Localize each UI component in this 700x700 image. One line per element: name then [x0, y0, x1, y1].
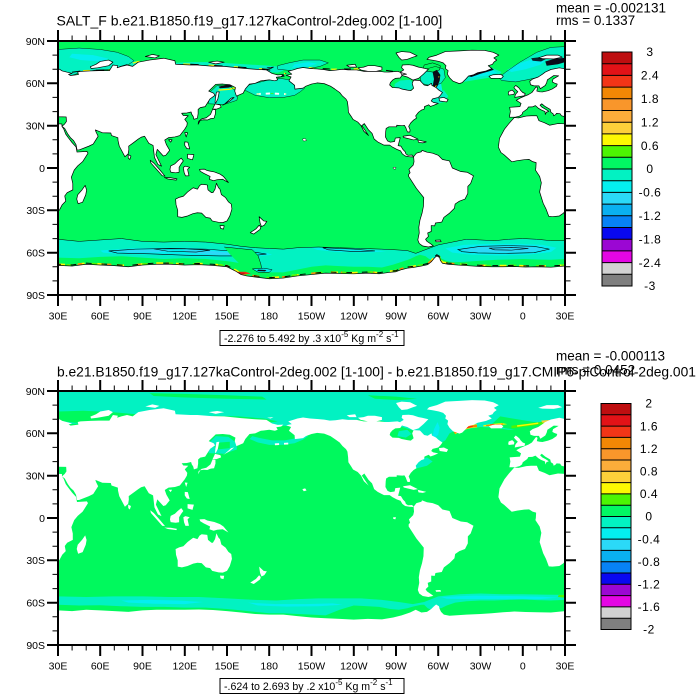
svg-text:30W: 30W — [470, 661, 492, 673]
svg-text:30E: 30E — [49, 661, 68, 673]
svg-text:60W: 60W — [427, 311, 449, 323]
svg-text:60W: 60W — [427, 661, 449, 673]
svg-text:mean = -0.000113: mean = -0.000113 — [556, 349, 665, 364]
svg-text:180: 180 — [260, 661, 278, 673]
svg-text:-0.4: -0.4 — [638, 532, 661, 546]
svg-text:90S: 90S — [26, 640, 45, 652]
svg-text:-1.2: -1.2 — [639, 209, 662, 223]
svg-text:-2.276 to 5.492 by .3 x10-5 Kg: -2.276 to 5.492 by .3 x10-5 Kg m-2 s-1 — [224, 330, 399, 345]
svg-text:rms = 0.1337: rms = 0.1337 — [556, 13, 635, 28]
svg-text:30E: 30E — [49, 311, 68, 323]
svg-text:1.8: 1.8 — [641, 92, 659, 106]
svg-text:30W: 30W — [470, 311, 492, 323]
svg-text:90W: 90W — [385, 661, 407, 673]
svg-text:120E: 120E — [173, 311, 198, 323]
svg-text:2: 2 — [645, 397, 652, 411]
svg-text:90E: 90E — [133, 661, 152, 673]
svg-text:150W: 150W — [298, 661, 326, 673]
svg-text:60N: 60N — [26, 78, 45, 90]
svg-text:180: 180 — [260, 311, 278, 323]
svg-text:120W: 120W — [340, 661, 368, 673]
svg-text:60S: 60S — [26, 598, 45, 610]
svg-text:120W: 120W — [340, 311, 368, 323]
svg-text:-.624 to 2.693 by .2 x10-5 Kg: -.624 to 2.693 by .2 x10-5 Kg m-2 s-1 — [224, 678, 393, 693]
svg-text:1.2: 1.2 — [640, 442, 658, 456]
svg-text:30S: 30S — [26, 555, 45, 567]
svg-text:30S: 30S — [26, 205, 45, 217]
svg-text:-3: -3 — [644, 279, 656, 293]
svg-text:60E: 60E — [91, 661, 110, 673]
svg-text:b.e21.B1850.f19_g17.127kaContr: b.e21.B1850.f19_g17.127kaControl-2deg.00… — [57, 365, 696, 380]
svg-text:150E: 150E — [215, 311, 240, 323]
svg-text:90N: 90N — [26, 36, 45, 48]
svg-text:-2: -2 — [643, 623, 655, 637]
svg-text:0: 0 — [39, 513, 45, 525]
svg-text:30N: 30N — [26, 471, 45, 483]
svg-text:30E: 30E — [556, 661, 575, 673]
svg-text:1.2: 1.2 — [641, 115, 659, 129]
svg-text:30N: 30N — [26, 121, 45, 133]
svg-text:0.8: 0.8 — [640, 465, 658, 479]
svg-text:mean = -0.002131: mean = -0.002131 — [556, 1, 666, 16]
svg-text:120E: 120E — [173, 661, 198, 673]
svg-text:60E: 60E — [91, 311, 110, 323]
svg-text:0: 0 — [646, 162, 653, 176]
svg-text:-1.2: -1.2 — [638, 578, 661, 592]
svg-text:90S: 90S — [26, 290, 45, 302]
svg-text:rms = 0.0452: rms = 0.0452 — [556, 363, 635, 378]
svg-text:90W: 90W — [385, 311, 407, 323]
svg-text:3: 3 — [646, 45, 653, 59]
svg-text:0.4: 0.4 — [640, 487, 658, 501]
svg-text:30E: 30E — [556, 311, 575, 323]
svg-text:0: 0 — [39, 163, 45, 175]
svg-text:0: 0 — [520, 661, 526, 673]
svg-text:60S: 60S — [26, 248, 45, 260]
svg-text:90E: 90E — [133, 311, 152, 323]
svg-text:-0.6: -0.6 — [639, 186, 662, 200]
svg-text:0: 0 — [645, 510, 652, 524]
svg-text:90N: 90N — [26, 386, 45, 398]
svg-text:0.6: 0.6 — [641, 139, 659, 153]
svg-text:-1.8: -1.8 — [639, 232, 662, 246]
svg-text:-1.6: -1.6 — [638, 600, 661, 614]
svg-text:-2.4: -2.4 — [639, 256, 662, 270]
svg-text:150E: 150E — [215, 661, 240, 673]
svg-text:150W: 150W — [298, 311, 326, 323]
svg-text:2.4: 2.4 — [641, 69, 659, 83]
svg-text:-0.8: -0.8 — [638, 555, 661, 569]
svg-text:1.6: 1.6 — [640, 419, 658, 433]
svg-text:60N: 60N — [26, 428, 45, 440]
svg-text:0: 0 — [520, 311, 526, 323]
svg-text:SALT_F b.e21.B1850.f19_g17.127: SALT_F b.e21.B1850.f19_g17.127kaControl-… — [57, 13, 443, 29]
